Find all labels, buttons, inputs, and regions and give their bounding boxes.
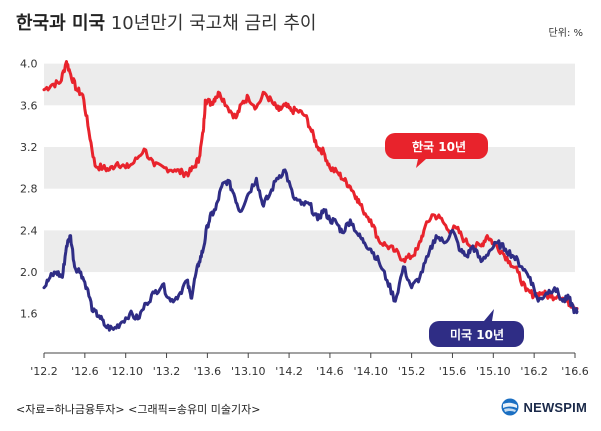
y-tick-label: 3.2 <box>20 141 38 154</box>
y-axis: 4.0 3.6 3.2 2.8 2.4 2.0 1.6 <box>20 58 38 321</box>
x-tick-label: '16.6 <box>561 365 589 378</box>
x-tick-label: '14.6 <box>316 365 344 378</box>
x-tick-label: '13.10 <box>231 365 266 378</box>
x-tick-label: '16.2 <box>520 365 548 378</box>
newspim-globe-icon <box>501 398 519 416</box>
x-tick-label: '15.2 <box>398 365 426 378</box>
us-legend-label: 미국 10년 <box>450 327 504 342</box>
x-tick-label: '12.10 <box>108 365 143 378</box>
chart-title-light: 10년만기 국고채 금리 추이 <box>110 13 317 34</box>
y-tick-label: 4.0 <box>20 58 38 71</box>
us-legend-callout <box>429 309 524 347</box>
korea-legend-label: 한국 10년 <box>412 139 466 154</box>
unit-label: 단위: % <box>548 28 583 39</box>
series-group <box>42 60 579 332</box>
background-band <box>44 230 575 273</box>
band-group <box>44 63 575 273</box>
x-tick-label: '12.2 <box>30 365 58 378</box>
source-credit: <자료=하나금융투자> <그래픽=송유미 미술기자> <box>16 403 261 416</box>
chart-title: 한국과 미국 10년만기 국고채 금리 추이 <box>16 9 316 35</box>
background-band <box>44 147 575 189</box>
x-tick-label: '13.6 <box>194 365 222 378</box>
y-tick-label: 2.4 <box>20 224 38 237</box>
x-tick-label: '15.10 <box>476 365 511 378</box>
y-tick-label: 3.6 <box>20 99 38 112</box>
x-tick-label: '13.2 <box>153 365 181 378</box>
y-tick-label: 2.8 <box>20 183 38 196</box>
background-band <box>44 63 575 106</box>
us-10y-line <box>42 168 579 332</box>
newspim-logo: NEWSPIM <box>501 397 587 417</box>
korea-10y-line <box>42 60 579 313</box>
y-tick-label: 2.0 <box>20 266 38 279</box>
x-tick-label: '14.10 <box>354 365 389 378</box>
x-tick-label: '15.6 <box>439 365 467 378</box>
korea-legend-callout <box>385 133 488 168</box>
chart-title-bold: 한국과 미국 <box>16 13 106 34</box>
x-axis: '12.2 '12.6 '12.10 '13.2 '13.6 '13.10 '14.2 '14… <box>30 352 589 378</box>
x-tick-label: '12.6 <box>71 365 99 378</box>
newspim-wordmark: NEWSPIM <box>523 399 587 415</box>
y-tick-label: 1.6 <box>20 308 38 321</box>
x-tick-label: '14.2 <box>275 365 303 378</box>
